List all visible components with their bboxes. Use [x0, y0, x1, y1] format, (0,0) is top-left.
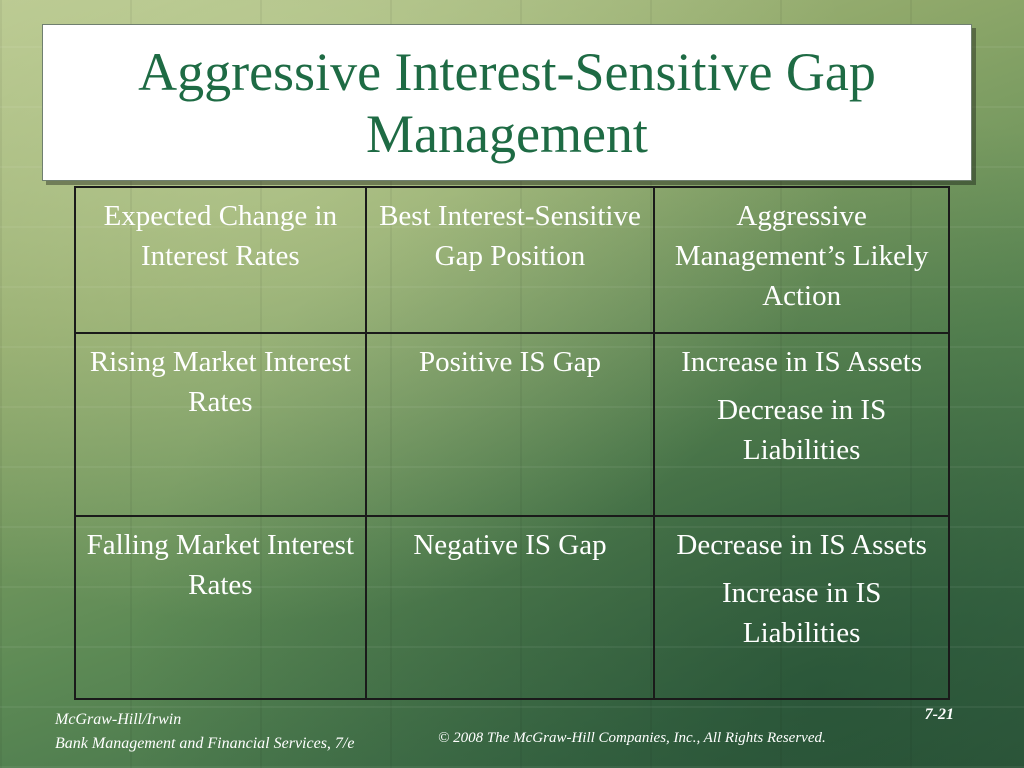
action-item: Decrease in IS Liabilities: [717, 394, 887, 466]
footer-publisher: McGraw-Hill/Irwin: [55, 711, 182, 728]
cell-gap-position: Positive IS Gap: [364, 332, 656, 517]
slide-title: Aggressive Interest-Sensitive Gap Manage…: [138, 41, 876, 164]
table-row: Rising Market Interest Rates Positive IS…: [74, 332, 950, 517]
table-row: Falling Market Interest Rates Negative I…: [74, 515, 950, 700]
table-header-row: Expected Change in Interest Rates Best I…: [74, 186, 950, 334]
cell-likely-action: Decrease in IS Assets Increase in IS Lia…: [653, 515, 950, 700]
gap-management-table: Expected Change in Interest Rates Best I…: [74, 186, 950, 700]
action-item: Decrease in IS Assets: [676, 529, 927, 561]
header-gap-position: Best Interest-Sensitive Gap Position: [364, 186, 656, 334]
action-item: Increase in IS Liabilities: [721, 577, 882, 649]
header-likely-action: Aggressive Management’s Likely Action: [653, 186, 950, 334]
footer-book: Bank Management and Financial Services, …: [55, 735, 355, 752]
footer-left: McGraw-Hill/Irwin Bank Management and Fi…: [55, 708, 354, 756]
cell-expected-change: Rising Market Interest Rates: [74, 332, 367, 517]
action-item: Increase in IS Assets: [681, 346, 923, 378]
cell-expected-change: Falling Market Interest Rates: [74, 515, 367, 700]
footer-copyright: © 2008 The McGraw-Hill Companies, Inc., …: [438, 730, 826, 746]
cell-gap-position: Negative IS Gap: [364, 515, 656, 700]
title-box: Aggressive Interest-Sensitive Gap Manage…: [42, 24, 972, 181]
header-expected-change: Expected Change in Interest Rates: [74, 186, 367, 334]
page-number: 7-21: [924, 706, 954, 723]
cell-likely-action: Increase in IS Assets Decrease in IS Lia…: [653, 332, 950, 517]
